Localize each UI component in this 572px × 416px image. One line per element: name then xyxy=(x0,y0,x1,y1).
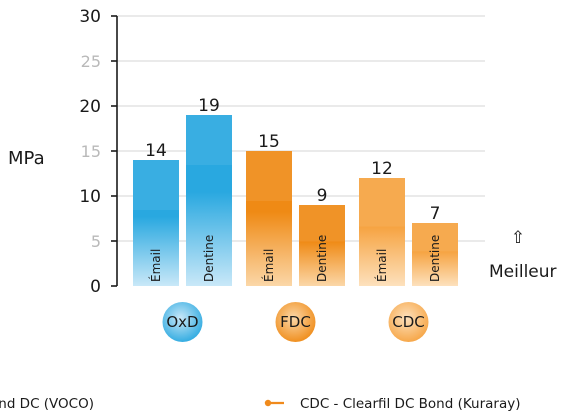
bar-value-label: 14 xyxy=(145,141,167,161)
bar-highlight xyxy=(359,178,405,227)
bar-category-label: Émail xyxy=(374,249,389,282)
bar-category-label: Dentine xyxy=(315,235,329,282)
bar-highlight xyxy=(412,223,458,252)
y-tick-label: 0 xyxy=(90,277,101,297)
bar-category-label: Émail xyxy=(261,249,276,282)
y-axis: 0 5 10 15 20 25 30 xyxy=(79,7,118,297)
bar-value-label: 19 xyxy=(198,96,220,116)
y-tick-label: 25 xyxy=(81,52,101,71)
bar xyxy=(412,223,458,286)
y-axis-label: MPa xyxy=(8,148,45,169)
bar xyxy=(133,160,179,286)
bar-highlight xyxy=(133,160,179,210)
group-label: FDC xyxy=(280,313,311,331)
legend-entry: CDC - Clearfil DC Bond (Kuraray) xyxy=(300,396,521,412)
y-tick-label: 30 xyxy=(79,7,101,27)
bar-category-label: Dentine xyxy=(428,235,442,282)
better-label: Meilleur xyxy=(489,262,557,282)
y-tick-label: 20 xyxy=(79,97,101,117)
bar-highlight xyxy=(246,151,292,201)
bar-value-label: 15 xyxy=(258,132,280,152)
bar xyxy=(359,178,405,286)
bar-category-label: Émail xyxy=(148,249,163,282)
group-badges: OxD FDC CDC xyxy=(162,302,429,342)
bar-value-label: 9 xyxy=(317,186,328,206)
y-tick-label: 5 xyxy=(91,232,101,251)
group-badge xyxy=(388,302,429,342)
group-badge xyxy=(275,302,316,342)
bars-layer: 14 Émail 19 Dentine 15 Émail 9 Dentine 12 Émail 7 D… xyxy=(133,96,458,286)
bar xyxy=(299,205,345,286)
group-label: OxD xyxy=(166,313,198,331)
bar-highlight xyxy=(186,115,232,165)
legend-swatch-dot xyxy=(264,399,272,407)
legend-entry: ond DC (VOCO) xyxy=(0,396,94,412)
group-label: CDC xyxy=(392,313,425,331)
bar xyxy=(246,151,292,286)
bar-value-label: 12 xyxy=(371,159,393,179)
bar-value-label: 7 xyxy=(430,204,441,224)
group-badge xyxy=(162,302,203,342)
better-arrow-icon: ⇧ xyxy=(511,228,525,248)
bar-category-label: Dentine xyxy=(202,235,216,282)
legend: ond DC (VOCO) CDC - Clearfil DC Bond (Kur… xyxy=(0,396,521,412)
bar-highlight xyxy=(299,205,345,242)
y-tick-label: 15 xyxy=(81,142,101,161)
bar xyxy=(186,115,232,286)
y-tick-label: 10 xyxy=(79,187,101,207)
